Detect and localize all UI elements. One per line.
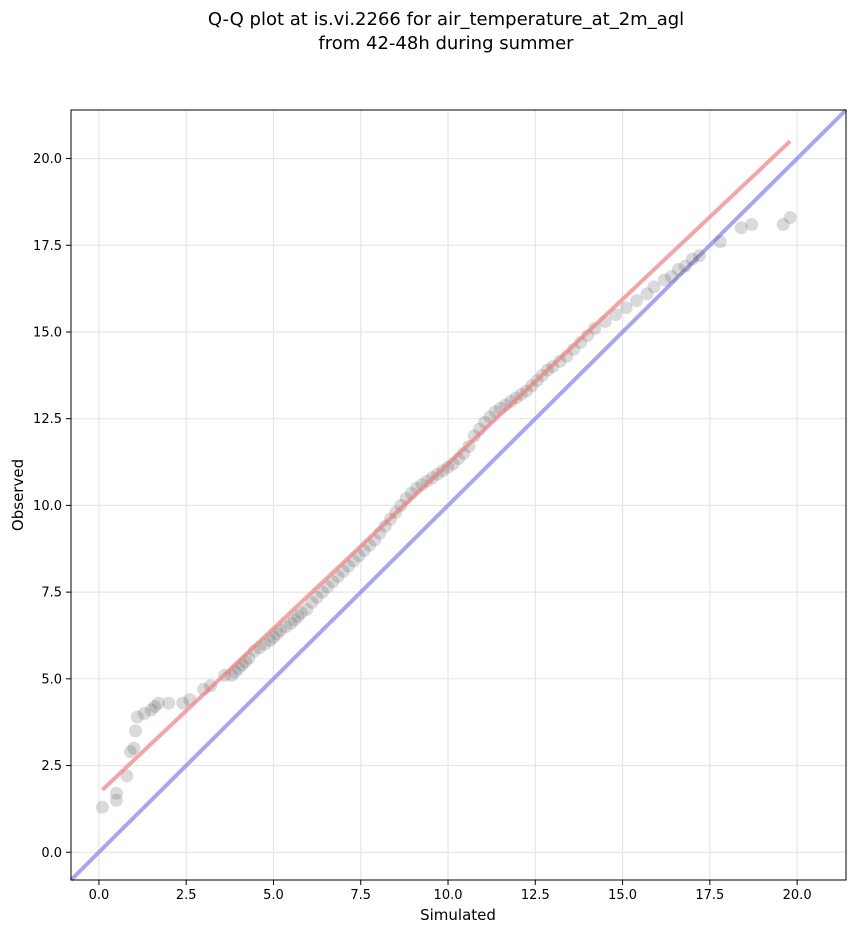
quantile-point — [310, 590, 324, 604]
quantile-point — [130, 710, 144, 724]
quantile-point — [783, 211, 797, 225]
quantile-point — [137, 707, 151, 721]
x-tick-label: 0.0 — [89, 888, 110, 903]
y-tick-label: 10.0 — [33, 499, 62, 514]
quantile-point — [640, 287, 654, 301]
quantile-point — [553, 354, 567, 368]
quantile-point — [315, 585, 329, 599]
quantile-point — [504, 394, 518, 408]
chart-title-line-1: Q-Q plot at is.vi.2266 for air_temperatu… — [208, 9, 684, 30]
quantile-points — [95, 139, 797, 814]
y-tick-label: 17.5 — [33, 239, 62, 254]
quantile-point — [300, 602, 314, 616]
fit-line — [101, 139, 792, 792]
quantile-point — [619, 301, 633, 315]
identity-line — [69, 108, 848, 882]
grid — [71, 110, 846, 880]
quantile-point — [279, 620, 293, 634]
quantile-point — [109, 786, 123, 800]
quantile-point — [692, 249, 706, 263]
quantile-point — [630, 294, 644, 308]
quantile-point — [321, 580, 335, 594]
plot-frame — [70, 109, 847, 881]
quantile-point — [305, 596, 319, 610]
quantile-point — [745, 217, 759, 231]
reference-lines — [69, 108, 848, 882]
quantile-point — [123, 745, 137, 759]
quantile-point — [95, 800, 109, 814]
quantile-point — [294, 606, 308, 620]
quantile-point — [734, 221, 748, 235]
y-tick-label: 5.0 — [41, 672, 62, 687]
quantile-point — [284, 616, 298, 630]
axis-ticks: 0.0 2.5 5.0 7.5 10.0 12.5 15.0 17.5 20.0 0.0 2.5 5.… — [33, 152, 812, 903]
quantile-point — [162, 696, 176, 710]
quantile-point — [144, 703, 158, 717]
quantile-point — [378, 519, 392, 533]
x-tick-label: 17.5 — [695, 888, 724, 903]
quantile-point — [326, 575, 340, 589]
quantile-point — [148, 700, 162, 714]
x-tick-label: 15.0 — [608, 888, 637, 903]
quantile-point — [647, 280, 661, 294]
quantile-point — [127, 741, 141, 755]
quantile-point — [776, 217, 790, 231]
x-tick-label: 20.0 — [783, 888, 812, 903]
quantile-point — [713, 235, 727, 249]
quantile-point — [657, 273, 671, 287]
quantile-point — [671, 263, 685, 277]
y-tick-label: 12.5 — [33, 412, 62, 427]
x-tick-label: 10.0 — [434, 888, 463, 903]
quantile-point — [109, 793, 123, 807]
y-axis-label: Observed — [9, 459, 27, 531]
quantile-point — [581, 328, 595, 342]
quantile-point — [287, 613, 301, 627]
y-tick-label: 2.5 — [41, 759, 62, 774]
quantile-point — [151, 696, 165, 710]
x-tick-label: 12.5 — [521, 888, 550, 903]
quantile-point — [467, 429, 481, 443]
quantile-point — [685, 252, 699, 266]
chart-title-line-2: from 42-48h during summer — [318, 33, 574, 54]
x-tick-label: 7.5 — [350, 888, 371, 903]
y-tick-label: 20.0 — [33, 152, 62, 167]
quantile-point — [129, 724, 143, 738]
x-tick-label: 5.0 — [263, 888, 284, 903]
x-axis-label: Simulated — [420, 906, 496, 924]
y-tick-label: 15.0 — [33, 325, 62, 340]
quantile-point — [678, 259, 692, 273]
y-tick-label: 7.5 — [41, 586, 62, 601]
quantile-point — [176, 696, 190, 710]
quantile-point — [664, 269, 678, 283]
quantile-point — [291, 609, 305, 623]
y-tick-label: 0.0 — [41, 846, 62, 861]
quantile-point — [120, 769, 134, 783]
x-tick-label: 2.5 — [176, 888, 197, 903]
quantile-point — [441, 460, 455, 474]
